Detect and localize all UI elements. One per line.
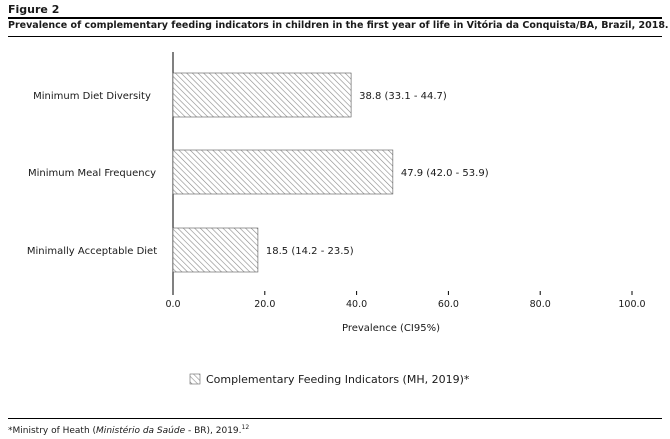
figure-caption: Prevalence of complementary feeding indi… (8, 20, 669, 31)
footnote-prefix: *Ministry of Heath ( (8, 426, 97, 436)
category-label: Minimum Diet Diversity (33, 91, 151, 102)
bar-value-label: 18.5 (14.2 - 23.5) (266, 246, 354, 257)
x-tick-label: 60.0 (438, 299, 459, 310)
footnote-italic: Ministério da Saúde (96, 426, 186, 436)
bar (172, 72, 352, 118)
footnote-ref: 12 (241, 424, 250, 431)
x-axis-title: Prevalence (CI95%) (342, 323, 440, 334)
x-tick-label: 0.0 (165, 299, 180, 310)
footnote: *Ministry of Heath (Ministério da Saúde … (8, 424, 249, 436)
plot-area: 0.0 20.0 40.0 60.0 80.0 100.0 Prevalence (CI95… (27, 52, 646, 334)
x-tick-label: 20.0 (254, 299, 275, 310)
bar (172, 227, 259, 273)
bar-value-label: 47.9 (42.0 - 53.9) (401, 168, 489, 179)
footnote-rule (8, 418, 662, 419)
legend-swatch (189, 373, 201, 385)
category-label: Minimum Meal Frequency (28, 168, 156, 179)
x-tick-label: 40.0 (346, 299, 367, 310)
bar (172, 149, 394, 195)
x-tick-label: 80.0 (530, 299, 551, 310)
bar-value-label: 38.8 (33.1 - 44.7) (359, 91, 447, 102)
caption-rule (8, 36, 662, 37)
top-rule (8, 17, 662, 19)
legend-label: Complementary Feeding Indicators (MH, 20… (206, 373, 470, 386)
chart-legend: Complementary Feeding Indicators (MH, 20… (189, 373, 470, 386)
x-tick-label: 100.0 (618, 299, 645, 310)
footnote-suffix: - BR), 2019. (185, 426, 242, 436)
category-label: Minimally Acceptable Diet (27, 246, 157, 257)
figure-label: Figure 2 (8, 3, 60, 16)
